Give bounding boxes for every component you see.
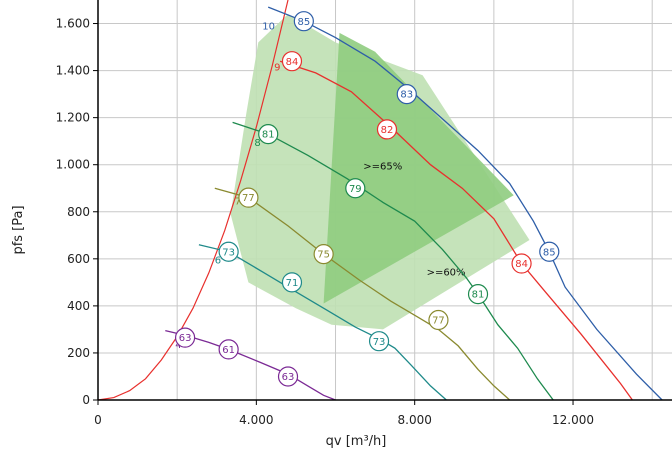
efficiency-badge-value: 73 bbox=[222, 247, 235, 258]
efficiency-badge-value: 77 bbox=[242, 193, 255, 204]
efficiency-badge-value: 85 bbox=[543, 247, 556, 258]
y-axis-title: pfs [Pa] bbox=[11, 205, 26, 254]
efficiency-badge-value: 81 bbox=[262, 130, 275, 141]
efficiency-badge bbox=[174, 327, 196, 348]
efficiency-badge bbox=[428, 309, 449, 331]
efficiency-badge bbox=[539, 241, 560, 262]
efficiency-badge-value: 61 bbox=[222, 345, 235, 356]
efficiency-badge bbox=[313, 244, 334, 265]
axis-ticks: 0 4.000 8.000 12.000 0 200 400 600 800 1.000 1.200… bbox=[56, 17, 594, 427]
efficiency-badge bbox=[467, 284, 489, 305]
y-tick-label: 1.400 bbox=[56, 64, 90, 78]
fan-curve-line bbox=[214, 187, 511, 401]
x-tick-label: 8.000 bbox=[398, 413, 432, 427]
efficiency-zones: >=60% >=65% bbox=[230, 14, 530, 330]
y-tick-label: 800 bbox=[67, 205, 90, 219]
efficiency-badge bbox=[396, 84, 417, 105]
x-tick-label: 4.000 bbox=[239, 413, 273, 427]
y-tick-label: 1.200 bbox=[56, 111, 90, 125]
speed-label: 9 bbox=[274, 63, 280, 74]
speed-label: 10 bbox=[262, 21, 275, 32]
efficiency-badge bbox=[281, 51, 303, 72]
efficiency-zone-1 bbox=[323, 32, 514, 304]
fan-curve-line bbox=[232, 121, 554, 401]
efficiency-badge-value: 63 bbox=[282, 372, 295, 383]
speed-label: 8 bbox=[254, 138, 260, 149]
y-tick-label: 200 bbox=[67, 346, 90, 360]
x-axis-title: qv [m³/h] bbox=[326, 434, 387, 449]
x-tick-label: 12.000 bbox=[552, 413, 594, 427]
efficiency-badge-value: 79 bbox=[349, 184, 362, 195]
efficiency-badge-value: 84 bbox=[286, 57, 299, 68]
fan-curve-9: 9 84 82 84 bbox=[274, 51, 633, 401]
y-tick-label: 0 bbox=[82, 393, 90, 407]
y-tick-label: 600 bbox=[67, 252, 90, 266]
fan-curve-line bbox=[267, 6, 663, 401]
efficiency-badge-value: 83 bbox=[400, 90, 413, 101]
efficiency-badge-value: 73 bbox=[373, 337, 386, 348]
system-curve-layer bbox=[97, 0, 289, 401]
speed-label: 7 bbox=[235, 197, 241, 208]
efficiency-badge bbox=[277, 366, 299, 387]
axes bbox=[97, 0, 672, 401]
system-resistance-curve bbox=[97, 0, 289, 401]
efficiency-badge bbox=[368, 331, 390, 352]
y-tick-label: 1.000 bbox=[56, 158, 90, 172]
efficiency-badge-value: 75 bbox=[317, 250, 330, 261]
fan-curve-10: 10 85 83 85 bbox=[262, 6, 663, 401]
efficiency-badge bbox=[511, 253, 532, 274]
fan-curve-line bbox=[198, 244, 447, 401]
efficiency-badge-value: 84 bbox=[515, 259, 528, 270]
efficiency-badge-value: 71 bbox=[286, 278, 299, 289]
y-tick-label: 400 bbox=[67, 299, 90, 313]
efficiency-zone-label: >=60% bbox=[427, 267, 466, 278]
efficiency-badge-value: 85 bbox=[297, 17, 310, 28]
speed-label: 6 bbox=[215, 256, 221, 267]
efficiency-badge bbox=[281, 272, 303, 293]
efficiency-zone-label: >=65% bbox=[363, 161, 402, 172]
efficiency-badge bbox=[218, 241, 239, 262]
efficiency-badge bbox=[345, 178, 366, 199]
speed-label: 4 bbox=[175, 340, 181, 351]
fan-curve-line bbox=[279, 60, 633, 401]
efficiency-badge bbox=[238, 187, 259, 208]
efficiency-badge-value: 81 bbox=[472, 290, 485, 301]
efficiency-badge bbox=[258, 124, 279, 145]
efficiency-badge-value: 82 bbox=[381, 125, 394, 136]
efficiency-badge bbox=[293, 11, 314, 32]
efficiency-badge bbox=[218, 339, 239, 360]
x-tick-label: 0 bbox=[94, 413, 102, 427]
efficiency-badge bbox=[376, 119, 398, 140]
efficiency-badge-value: 77 bbox=[432, 316, 445, 327]
efficiency-badge-value: 63 bbox=[179, 333, 192, 344]
y-tick-label: 1.600 bbox=[56, 17, 90, 31]
